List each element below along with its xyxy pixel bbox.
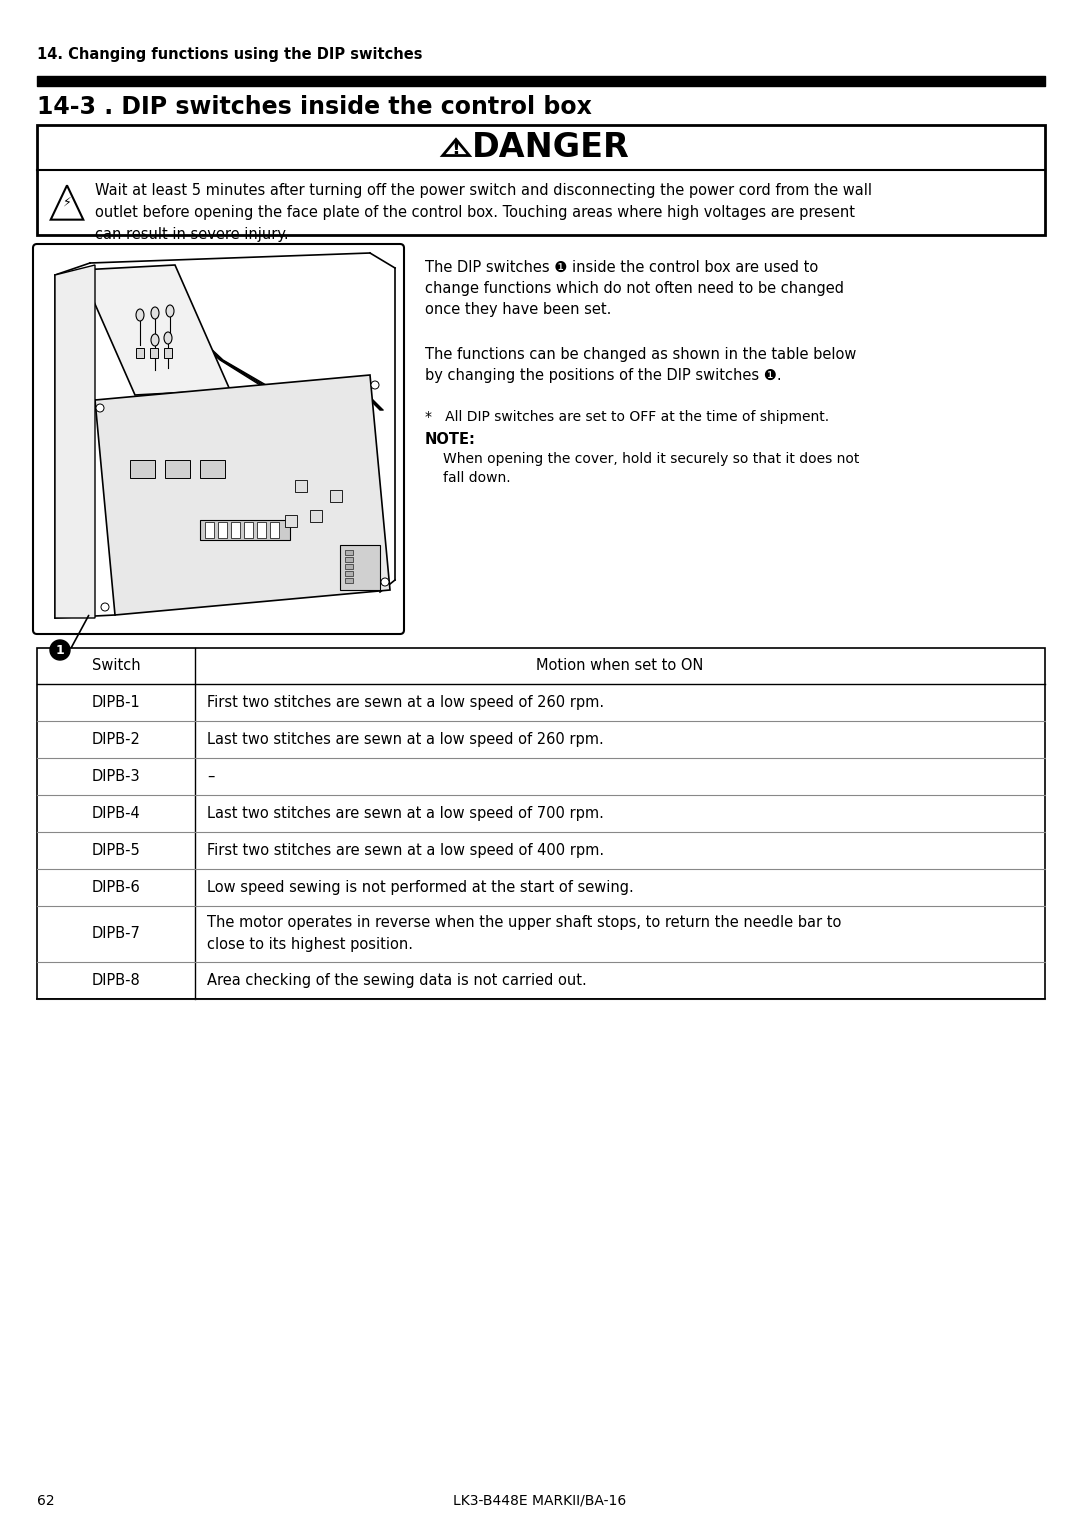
Bar	[200, 520, 291, 539]
Text: NOTE:: NOTE:	[426, 432, 476, 448]
Bar	[295, 480, 307, 492]
Bar	[37, 648, 1045, 999]
Text: outlet before opening the face plate of the control box. Touching areas where hi: outlet before opening the face plate of …	[95, 205, 855, 220]
Circle shape	[50, 640, 70, 660]
Bar	[164, 348, 172, 358]
Polygon shape	[55, 264, 95, 617]
Text: DIPB-6: DIPB-6	[92, 880, 140, 895]
Text: *   All DIP switches are set to OFF at the time of shipment.: * All DIP switches are set to OFF at the…	[426, 410, 829, 423]
Text: Motion when set to ON: Motion when set to ON	[537, 659, 704, 674]
Circle shape	[96, 403, 104, 413]
Polygon shape	[443, 139, 470, 156]
Ellipse shape	[136, 309, 144, 321]
Ellipse shape	[164, 332, 172, 344]
Text: The motor operates in reverse when the upper shaft stops, to return the needle b: The motor operates in reverse when the u…	[207, 915, 841, 931]
Text: DANGER: DANGER	[472, 131, 630, 163]
Bar	[257, 523, 266, 538]
Text: First two stitches are sewn at a low speed of 400 rpm.: First two stitches are sewn at a low spe…	[207, 843, 604, 859]
Text: The DIP switches ❶ inside the control box are used to: The DIP switches ❶ inside the control bo…	[426, 260, 819, 275]
Bar	[345, 550, 353, 555]
FancyBboxPatch shape	[33, 244, 404, 634]
Text: 1: 1	[56, 643, 65, 657]
Bar	[150, 348, 158, 358]
Text: change functions which do not often need to be changed: change functions which do not often need…	[426, 281, 843, 296]
Circle shape	[381, 578, 389, 587]
Bar	[345, 564, 353, 568]
Text: The functions can be changed as shown in the table below: The functions can be changed as shown in…	[426, 347, 856, 362]
Bar	[270, 523, 279, 538]
Ellipse shape	[151, 335, 159, 345]
Bar	[205, 523, 214, 538]
Text: DIPB-4: DIPB-4	[92, 805, 140, 821]
Polygon shape	[80, 264, 230, 396]
Text: DIPB-5: DIPB-5	[92, 843, 140, 859]
Text: 14-3 . DIP switches inside the control box: 14-3 . DIP switches inside the control b…	[37, 95, 592, 119]
Circle shape	[372, 380, 379, 390]
Bar	[285, 515, 297, 527]
Text: DIPB-1: DIPB-1	[92, 695, 140, 711]
Ellipse shape	[166, 306, 174, 316]
Bar	[345, 558, 353, 562]
Text: LK3-B448E MARKII/BA-16: LK3-B448E MARKII/BA-16	[454, 1494, 626, 1508]
Ellipse shape	[151, 307, 159, 319]
Bar	[330, 490, 342, 503]
Text: 14. Changing functions using the DIP switches: 14. Changing functions using the DIP swi…	[37, 47, 422, 63]
Bar	[200, 460, 225, 478]
Text: close to its highest position.: close to its highest position.	[207, 938, 413, 952]
Bar	[165, 460, 190, 478]
Polygon shape	[340, 545, 380, 590]
Text: fall down.: fall down.	[443, 471, 511, 484]
Text: When opening the cover, hold it securely so that it does not: When opening the cover, hold it securely…	[443, 452, 860, 466]
Text: DIPB-2: DIPB-2	[92, 732, 140, 747]
Bar	[244, 523, 253, 538]
Text: by changing the positions of the DIP switches ❶.: by changing the positions of the DIP swi…	[426, 368, 782, 384]
Bar	[218, 523, 227, 538]
Text: DIPB-8: DIPB-8	[92, 973, 140, 989]
Bar	[345, 571, 353, 576]
Text: DIPB-3: DIPB-3	[92, 769, 140, 784]
Text: Area checking of the sewing data is not carried out.: Area checking of the sewing data is not …	[207, 973, 586, 989]
Bar	[130, 460, 156, 478]
Text: Last two stitches are sewn at a low speed of 260 rpm.: Last two stitches are sewn at a low spee…	[207, 732, 604, 747]
Bar	[345, 578, 353, 584]
Bar	[37, 125, 1045, 235]
Circle shape	[102, 604, 109, 611]
Text: ⚡: ⚡	[63, 196, 71, 209]
Text: –: –	[207, 769, 214, 784]
Bar	[231, 523, 240, 538]
Text: Switch: Switch	[92, 659, 140, 674]
Polygon shape	[51, 185, 83, 220]
Bar	[136, 348, 144, 358]
Text: 62: 62	[37, 1494, 55, 1508]
Text: once they have been set.: once they have been set.	[426, 303, 611, 316]
Polygon shape	[95, 374, 390, 614]
Bar	[310, 510, 322, 523]
Text: Last two stitches are sewn at a low speed of 700 rpm.: Last two stitches are sewn at a low spee…	[207, 805, 604, 821]
Text: Low speed sewing is not performed at the start of sewing.: Low speed sewing is not performed at the…	[207, 880, 634, 895]
Text: can result in severe injury.: can result in severe injury.	[95, 228, 288, 241]
Text: DIPB-7: DIPB-7	[92, 926, 140, 941]
Text: !: !	[451, 139, 460, 157]
Text: Wait at least 5 minutes after turning off the power switch and disconnecting the: Wait at least 5 minutes after turning of…	[95, 183, 872, 199]
Text: First two stitches are sewn at a low speed of 260 rpm.: First two stitches are sewn at a low spe…	[207, 695, 604, 711]
